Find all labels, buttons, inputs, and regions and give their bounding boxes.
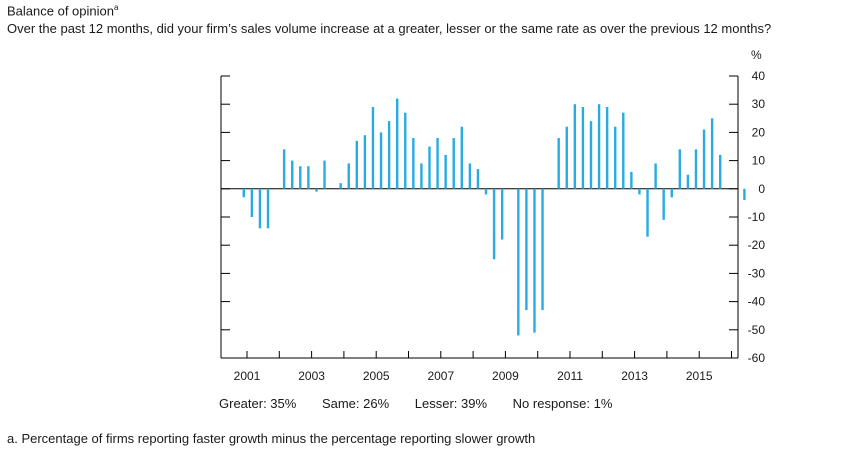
data-bar	[557, 138, 560, 189]
data-bar	[242, 188, 245, 198]
data-bar	[476, 169, 480, 189]
data-bar	[654, 163, 657, 189]
data-bar	[686, 174, 690, 189]
data-bar	[614, 126, 617, 189]
data-bar	[638, 188, 641, 195]
data-bar	[355, 140, 359, 189]
breakdown-same: Same: 26%	[321, 396, 390, 411]
breakdown-no-response: No response: 1%	[512, 396, 613, 411]
data-bar	[266, 188, 270, 229]
chart-axes	[220, 75, 739, 359]
data-bar	[484, 188, 488, 195]
data-bar	[525, 188, 528, 311]
data-bar	[581, 107, 585, 189]
data-bar	[743, 188, 746, 201]
data-bar	[565, 126, 568, 189]
breakdown-greater: Greater: 35%	[219, 396, 297, 411]
data-bar	[630, 171, 633, 189]
y-tick-label: -10	[748, 210, 766, 224]
data-bar	[605, 107, 609, 189]
chart-title: Balance of opiniona	[7, 3, 119, 19]
data-bar	[662, 188, 665, 220]
data-bar	[468, 163, 472, 189]
data-bar	[307, 166, 310, 189]
data-bar	[339, 183, 342, 189]
data-bar	[678, 149, 682, 189]
data-bar	[436, 138, 439, 189]
data-bar	[323, 160, 326, 189]
x-tick-label: 2007	[427, 369, 454, 383]
y-tick-label: 20	[752, 125, 766, 139]
data-bar	[444, 154, 447, 189]
data-bar	[597, 104, 601, 189]
response-breakdown: Greater: 35% Same: 26% Lesser: 39% No re…	[219, 396, 634, 411]
data-bar	[371, 107, 375, 189]
x-tick-label: 2013	[621, 369, 648, 383]
data-bar	[299, 166, 302, 189]
data-bar	[710, 118, 714, 189]
data-bar	[694, 149, 698, 189]
data-bar	[315, 188, 318, 192]
y-tick-label: -60	[748, 351, 766, 365]
x-tick-label: 2015	[686, 369, 713, 383]
data-bar	[670, 188, 673, 198]
data-bar	[460, 126, 463, 189]
data-bar	[492, 188, 496, 260]
data-bar	[573, 104, 577, 189]
x-tick-label: 2003	[298, 369, 325, 383]
data-bar	[646, 188, 649, 237]
x-tick-label: 2011	[557, 369, 583, 383]
data-bar	[387, 121, 391, 189]
data-bar	[428, 146, 431, 189]
y-tick-label: 10	[752, 154, 766, 168]
chart-subtitle: Over the past 12 months, did your firm’s…	[7, 21, 772, 36]
data-bar	[517, 188, 520, 336]
data-bar	[395, 98, 399, 189]
data-bar	[622, 112, 625, 189]
x-tick-label: 2009	[492, 369, 519, 383]
y-tick-label: -20	[748, 238, 766, 252]
chart-bars	[242, 98, 746, 336]
data-bar	[412, 138, 415, 189]
data-bar	[718, 154, 722, 189]
x-tick-label: 2001	[234, 369, 261, 383]
data-bar	[291, 160, 294, 189]
x-tick-label: 2005	[363, 369, 390, 383]
y-tick-label: 0	[758, 182, 765, 196]
y-unit-label: %	[751, 48, 762, 62]
y-tick-label: -40	[748, 295, 766, 309]
data-bar	[282, 149, 286, 189]
data-bar	[533, 188, 536, 333]
data-bar	[404, 112, 407, 189]
y-tick-label: 30	[752, 97, 766, 111]
data-bar	[702, 129, 706, 189]
footnote: a. Percentage of firms reporting faster …	[7, 431, 536, 446]
data-bar	[589, 121, 593, 189]
data-bar	[420, 163, 423, 189]
breakdown-lesser: Lesser: 39%	[414, 396, 488, 411]
y-tick-label: -30	[748, 266, 766, 280]
data-bar	[258, 188, 262, 229]
data-bar	[500, 188, 504, 240]
balance-of-opinion-chart: 40 30 20 10 0 -10 -20 -30 -40 -50 -60% 2001 2003 2005…	[220, 48, 766, 383]
y-tick-label: -50	[748, 323, 766, 337]
data-bar	[347, 163, 350, 189]
data-bar	[452, 138, 455, 189]
data-bar	[541, 188, 544, 311]
chart-labels: 40 30 20 10 0 -10 -20 -30 -40 -50 -60% 2001 2003 2005…	[234, 48, 766, 383]
data-bar	[250, 188, 254, 217]
data-bar	[379, 132, 383, 189]
title-footnote-marker: a	[113, 3, 119, 12]
y-tick-label: 40	[752, 69, 766, 83]
data-bar	[363, 135, 367, 189]
